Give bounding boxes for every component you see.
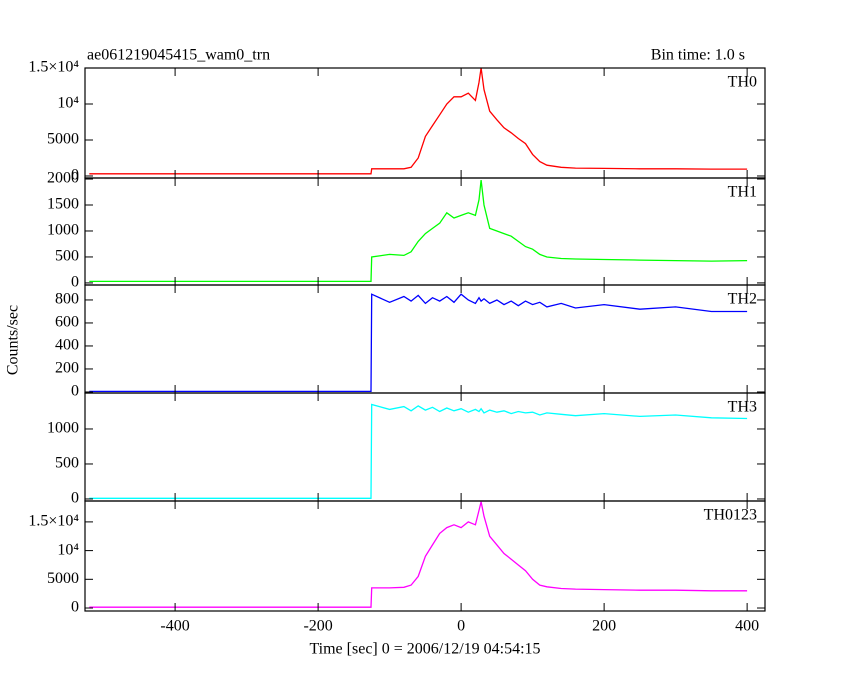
series-name: TH2: [728, 291, 757, 308]
series-line: [89, 67, 748, 175]
y-tick-label: 10⁴: [57, 541, 79, 558]
series-name: TH0: [728, 74, 757, 91]
panel-frame: [84, 284, 766, 394]
y-tick-label: 500: [55, 455, 79, 472]
y-tick-label: 0: [71, 490, 79, 507]
series-line: [89, 180, 748, 283]
series-line: [89, 403, 748, 499]
x-axis-label: Time [sec] 0 = 2006/12/19 04:54:15: [309, 641, 540, 658]
y-tick-label: 1000: [47, 222, 79, 239]
chart-title: ae061219045415_wam0_trn: [87, 47, 270, 64]
x-tick-label: -200: [303, 618, 332, 635]
panel-frame: [84, 67, 766, 179]
series-name: TH1: [728, 184, 757, 201]
y-tick-label: 200: [55, 360, 79, 377]
y-tick-label: 1500: [47, 196, 79, 213]
y-tick-label: 1.5×10⁴: [28, 513, 79, 530]
y-tick-label: 1.5×10⁴: [28, 59, 79, 76]
series-name: TH0123: [704, 507, 757, 524]
y-tick-label: 1000: [47, 420, 79, 437]
panel-frame: [84, 500, 766, 612]
y-tick-label: 400: [55, 337, 79, 354]
y-tick-label: 0: [71, 274, 79, 291]
y-tick-label: 0: [71, 167, 79, 184]
panel-frame: [84, 177, 766, 286]
x-tick-label: 200: [592, 618, 616, 635]
x-tick-label: 0: [457, 618, 465, 635]
x-tick-label: -400: [160, 618, 189, 635]
series-line: [89, 501, 748, 608]
y-axis-label: Counts/sec: [5, 305, 22, 375]
y-tick-label: 5000: [47, 131, 79, 148]
bin-time: Bin time: 1.0 s: [651, 47, 745, 64]
series-name: TH3: [728, 399, 757, 416]
y-tick-label: 800: [55, 291, 79, 308]
y-tick-label: 500: [55, 248, 79, 265]
y-tick-label: 5000: [47, 570, 79, 587]
y-tick-label: 600: [55, 314, 79, 331]
series-line: [89, 293, 748, 393]
y-tick-label: 2000: [47, 170, 79, 187]
x-tick-label: 400: [735, 618, 759, 635]
y-tick-label: 10⁴: [57, 95, 79, 112]
y-tick-label: 0: [71, 383, 79, 400]
y-tick-label: 0: [71, 599, 79, 616]
